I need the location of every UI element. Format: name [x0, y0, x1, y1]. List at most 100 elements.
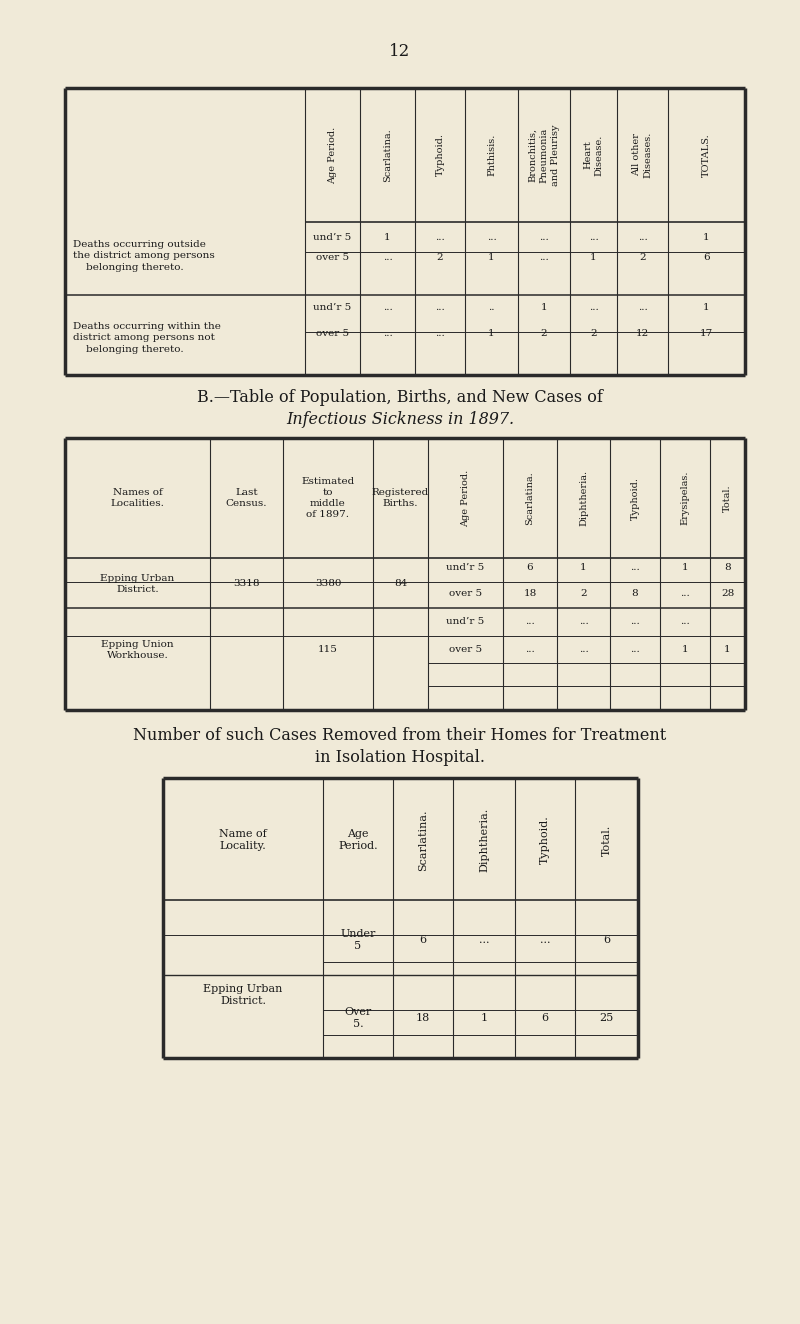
Text: Heart
Disease.: Heart Disease.	[583, 134, 603, 176]
Text: Scarlatina.: Scarlatina.	[526, 471, 534, 524]
Text: Erysipelas.: Erysipelas.	[681, 471, 690, 526]
Text: TOTALS.: TOTALS.	[702, 134, 711, 177]
Text: 2: 2	[541, 328, 547, 338]
Text: 1: 1	[580, 564, 587, 572]
Text: Phthisis.: Phthisis.	[487, 134, 496, 176]
Text: ...: ...	[680, 617, 690, 626]
Text: 84: 84	[394, 580, 407, 588]
Text: ...: ...	[589, 303, 598, 312]
Text: 12: 12	[636, 328, 649, 338]
Text: Names of
Localities.: Names of Localities.	[110, 489, 165, 508]
Text: Diphtheria.: Diphtheria.	[479, 808, 489, 873]
Text: und’r 5: und’r 5	[446, 617, 485, 626]
Text: Infectious Sickness in 1897.: Infectious Sickness in 1897.	[286, 412, 514, 429]
Text: 1: 1	[488, 253, 495, 262]
Text: 25: 25	[599, 1013, 614, 1023]
Text: und’r 5: und’r 5	[314, 233, 352, 241]
Text: 18: 18	[523, 588, 537, 597]
Text: ...: ...	[578, 617, 588, 626]
Text: 2: 2	[580, 588, 587, 597]
Text: ...: ...	[435, 233, 445, 241]
Text: 1: 1	[384, 233, 391, 241]
Text: 28: 28	[721, 588, 734, 597]
Text: Deaths occurring within the
district among persons not
    belonging thereto.: Deaths occurring within the district amo…	[73, 322, 221, 355]
Text: Over
5.: Over 5.	[344, 1008, 372, 1029]
Text: 1: 1	[481, 1013, 487, 1023]
Text: ...: ...	[382, 328, 392, 338]
Text: 1: 1	[590, 253, 597, 262]
Text: Typhoid.: Typhoid.	[435, 134, 445, 176]
Text: und’r 5: und’r 5	[446, 564, 485, 572]
Text: Epping Urban
District.: Epping Urban District.	[203, 984, 282, 1006]
Text: Epping Union
Workhouse.: Epping Union Workhouse.	[101, 641, 174, 659]
Text: 1: 1	[703, 233, 710, 241]
Text: Age
Period.: Age Period.	[338, 829, 378, 851]
Text: in Isolation Hospital.: in Isolation Hospital.	[315, 749, 485, 767]
Text: Total.: Total.	[602, 825, 611, 855]
Text: Age Period.: Age Period.	[461, 470, 470, 527]
Text: ...: ...	[630, 617, 640, 626]
Text: Name of
Locality.: Name of Locality.	[219, 829, 267, 851]
Text: Deaths occurring outside
the district among persons
    belonging thereto.: Deaths occurring outside the district am…	[73, 240, 214, 273]
Text: 115: 115	[318, 646, 338, 654]
Text: 17: 17	[700, 328, 713, 338]
Text: 2: 2	[590, 328, 597, 338]
Text: ...: ...	[486, 233, 496, 241]
Text: 3380: 3380	[314, 580, 342, 588]
Text: All other
Diseases.: All other Diseases.	[633, 132, 653, 179]
Text: ...: ...	[435, 328, 445, 338]
Text: 8: 8	[632, 588, 638, 597]
Text: 6: 6	[703, 253, 710, 262]
Text: ...: ...	[478, 935, 490, 945]
Text: 2: 2	[437, 253, 443, 262]
Text: ...: ...	[382, 253, 392, 262]
Text: 6: 6	[542, 1013, 549, 1023]
Text: Total.: Total.	[723, 485, 732, 512]
Text: ...: ...	[589, 233, 598, 241]
Text: 18: 18	[416, 1013, 430, 1023]
Text: 1: 1	[703, 303, 710, 312]
Text: ...: ...	[638, 303, 647, 312]
Text: ...: ...	[680, 588, 690, 597]
Text: 3318: 3318	[234, 580, 260, 588]
Text: ...: ...	[638, 233, 647, 241]
Text: 1: 1	[724, 646, 731, 654]
Text: Under
5: Under 5	[340, 929, 376, 951]
Text: over 5: over 5	[449, 588, 482, 597]
Text: ...: ...	[630, 646, 640, 654]
Text: over 5: over 5	[316, 253, 349, 262]
Text: 1: 1	[488, 328, 495, 338]
Text: 2: 2	[639, 253, 646, 262]
Text: 6: 6	[419, 935, 426, 945]
Text: 6: 6	[603, 935, 610, 945]
Text: Scarlatina.: Scarlatina.	[418, 809, 428, 871]
Text: over 5: over 5	[316, 328, 349, 338]
Text: Typhoid.: Typhoid.	[540, 816, 550, 865]
Text: Registered
Births.: Registered Births.	[372, 489, 429, 508]
Text: ...: ...	[539, 233, 549, 241]
Text: Epping Urban
District.: Epping Urban District.	[100, 575, 174, 593]
Text: Scarlatina.: Scarlatina.	[383, 128, 392, 181]
Text: ...: ...	[630, 564, 640, 572]
Text: ...: ...	[539, 253, 549, 262]
Text: 12: 12	[390, 44, 410, 61]
Text: ...: ...	[525, 617, 535, 626]
Text: ...: ...	[525, 646, 535, 654]
Text: over 5: over 5	[449, 646, 482, 654]
Text: 8: 8	[724, 564, 731, 572]
Text: 1: 1	[682, 646, 688, 654]
Text: Number of such Cases Removed from their Homes for Treatment: Number of such Cases Removed from their …	[134, 727, 666, 744]
Text: Bronchitis,
Pneumonia
and Pleurisy: Bronchitis, Pneumonia and Pleurisy	[528, 124, 560, 185]
Text: ..: ..	[488, 303, 494, 312]
Text: ...: ...	[382, 303, 392, 312]
Text: Typhoid.: Typhoid.	[630, 477, 639, 519]
Text: ...: ...	[540, 935, 550, 945]
Text: ...: ...	[435, 303, 445, 312]
Text: 1: 1	[682, 564, 688, 572]
Text: Estimated
to
middle
of 1897.: Estimated to middle of 1897.	[302, 477, 354, 519]
Text: Age Period.: Age Period.	[328, 126, 337, 184]
Text: Last
Census.: Last Census.	[226, 489, 267, 508]
Text: 1: 1	[541, 303, 547, 312]
Text: und’r 5: und’r 5	[314, 303, 352, 312]
Text: ...: ...	[578, 646, 588, 654]
